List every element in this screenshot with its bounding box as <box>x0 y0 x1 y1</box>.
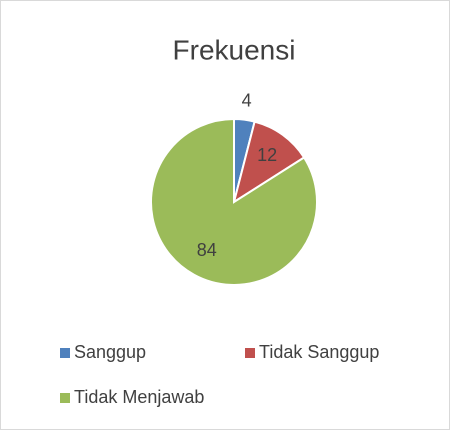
data-label: 84 <box>197 240 217 260</box>
legend-swatch <box>60 348 70 358</box>
legend-label: Tidak Menjawab <box>74 387 204 407</box>
legend-swatch <box>60 393 70 403</box>
chart-title: Frekuensi <box>173 34 296 65</box>
legend-label: Sanggup <box>74 342 146 362</box>
pie-slice <box>150 117 318 286</box>
legend-label: Tidak Sanggup <box>259 342 379 362</box>
data-label: 12 <box>257 145 277 165</box>
pie-slice <box>232 120 306 205</box>
legend-swatch <box>245 348 255 358</box>
data-label: 4 <box>242 91 252 111</box>
